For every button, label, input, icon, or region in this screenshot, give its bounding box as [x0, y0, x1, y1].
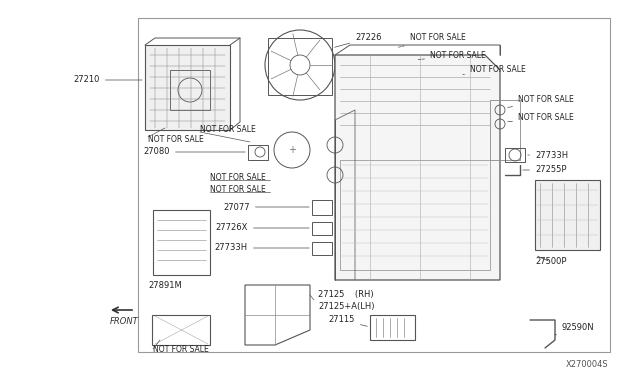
Text: 27125    (RH): 27125 (RH) [318, 291, 374, 299]
Polygon shape [535, 180, 600, 250]
Text: NOT FOR SALE: NOT FOR SALE [418, 51, 486, 60]
Text: NOT FOR SALE: NOT FOR SALE [153, 346, 209, 355]
Text: NOT FOR SALE: NOT FOR SALE [508, 96, 573, 108]
Text: NOT FOR SALE: NOT FOR SALE [397, 33, 466, 47]
Text: 27733H: 27733H [215, 244, 309, 253]
Text: NOT FOR SALE: NOT FOR SALE [210, 186, 266, 195]
Polygon shape [335, 55, 500, 280]
Text: NOT FOR SALE: NOT FOR SALE [210, 173, 266, 183]
Text: NOT FOR SALE: NOT FOR SALE [148, 135, 204, 144]
Text: 92590N: 92590N [555, 324, 595, 335]
Text: 27115: 27115 [328, 315, 367, 326]
Text: NOT FOR SALE: NOT FOR SALE [463, 65, 525, 75]
Text: FRONT: FRONT [110, 317, 139, 327]
Text: 27210: 27210 [74, 76, 142, 84]
Text: 27500P: 27500P [535, 256, 566, 266]
Text: +: + [288, 145, 296, 155]
Polygon shape [145, 45, 230, 130]
Text: 27891M: 27891M [148, 280, 182, 289]
Text: 27125+A(LH): 27125+A(LH) [318, 302, 374, 311]
Text: NOT FOR SALE: NOT FOR SALE [200, 125, 256, 135]
Text: 27726X: 27726X [216, 224, 309, 232]
Text: 27077: 27077 [223, 202, 309, 212]
Text: 27733H: 27733H [528, 151, 568, 160]
Text: 27255P: 27255P [523, 166, 566, 174]
Text: X270004S: X270004S [565, 360, 608, 369]
Text: NOT FOR SALE: NOT FOR SALE [508, 113, 573, 122]
Text: 27226: 27226 [335, 33, 381, 47]
Text: 27080: 27080 [143, 148, 245, 157]
